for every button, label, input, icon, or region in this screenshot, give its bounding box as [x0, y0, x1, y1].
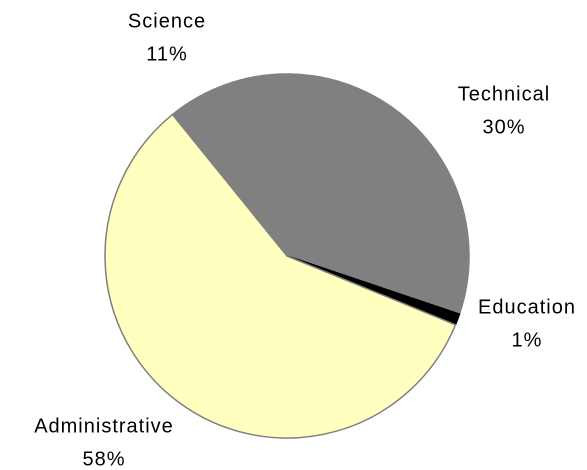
slice-value-label: 30% — [482, 116, 525, 138]
slice-label: Science — [128, 10, 206, 32]
slice-label: Technical — [458, 83, 550, 105]
slice-label: Administrative — [34, 415, 174, 437]
pie-slice — [104, 113, 457, 439]
pie-slice — [286, 73, 470, 316]
slice-value-label: 58% — [82, 448, 125, 470]
slice-value-label: 11% — [146, 43, 188, 65]
pie-slice — [171, 73, 290, 259]
slice-value-label: 1% — [512, 329, 543, 351]
slice-label: Education — [478, 296, 576, 318]
